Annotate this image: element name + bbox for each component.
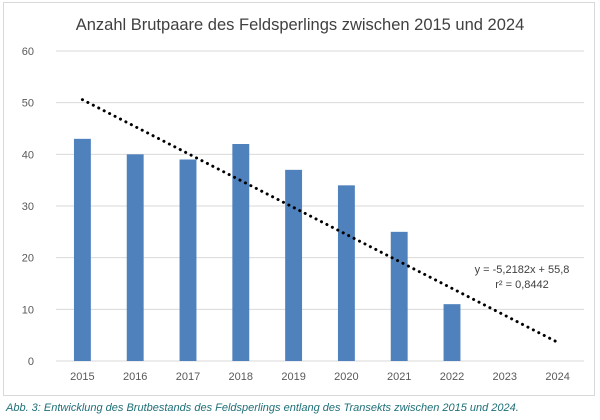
gridlines bbox=[56, 50, 584, 362]
x-tick-label: 2016 bbox=[123, 371, 147, 383]
y-tick-label: 20 bbox=[22, 253, 34, 265]
chart-frame: Anzahl Brutpaare des Feldsperlings zwisc… bbox=[3, 2, 595, 396]
bar-2016 bbox=[126, 154, 144, 361]
x-tick-label: 2020 bbox=[334, 371, 358, 383]
bar-2018 bbox=[232, 144, 250, 361]
bar-2022 bbox=[443, 304, 461, 361]
y-tick-label: 60 bbox=[22, 46, 34, 58]
bar-chart: Anzahl Brutpaare des Feldsperlings zwisc… bbox=[22, 16, 584, 383]
y-tick-label: 50 bbox=[22, 98, 34, 110]
bar-2017 bbox=[179, 159, 197, 361]
x-tick-label: 2017 bbox=[176, 371, 200, 383]
y-axis-ticks: 0 10 20 30 40 50 60 bbox=[22, 46, 34, 368]
figure-caption: Abb. 3: Entwicklung des Brutbestands des… bbox=[6, 402, 519, 414]
trendline-r-squared: r² = 0,8442 bbox=[495, 279, 549, 291]
bar-2021 bbox=[390, 231, 408, 361]
y-tick-label: 30 bbox=[22, 201, 34, 213]
chart-title: Anzahl Brutpaare des Feldsperlings zwisc… bbox=[76, 16, 525, 34]
x-tick-label: 2018 bbox=[229, 371, 253, 383]
x-tick-label: 2021 bbox=[387, 371, 411, 383]
bar-2019 bbox=[285, 169, 303, 361]
y-tick-label: 10 bbox=[22, 304, 34, 316]
trendline-equation: y = -5,2182x + 55,8 bbox=[475, 264, 570, 276]
x-axis-ticks: 2015 2016 2017 2018 2019 2020 2021 2022 2023 2024 bbox=[70, 371, 570, 383]
x-tick-label: 2019 bbox=[281, 371, 305, 383]
bar-2015 bbox=[73, 138, 91, 361]
y-tick-label: 40 bbox=[22, 149, 34, 161]
x-tick-label: 2022 bbox=[440, 371, 464, 383]
y-tick-label: 0 bbox=[28, 356, 34, 368]
x-tick-label: 2015 bbox=[70, 371, 94, 383]
trendline bbox=[80, 98, 560, 344]
x-tick-label: 2023 bbox=[493, 371, 517, 383]
bars bbox=[73, 138, 461, 361]
bar-2020 bbox=[337, 185, 355, 361]
x-tick-label: 2024 bbox=[545, 371, 569, 383]
